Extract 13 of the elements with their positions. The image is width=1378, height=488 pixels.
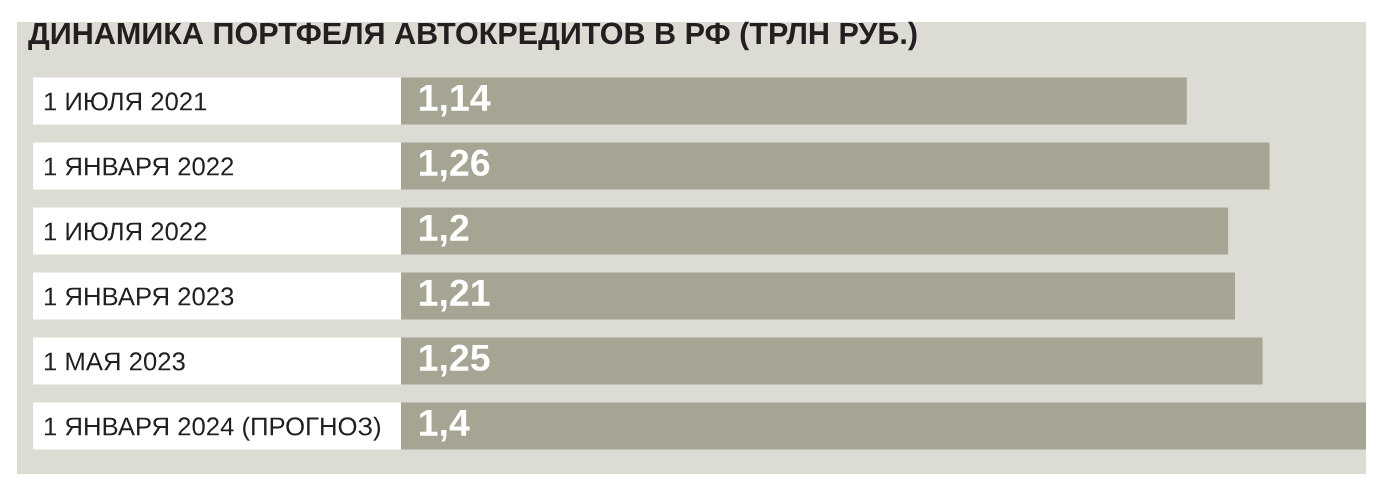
data-label: 1,21: [420, 279, 490, 312]
chart-title: ДИНАМИКА ПОРТФЕЛЯ АВТОКРЕДИТОВ В РФ (ТРЛН РУБ.): [28, 21, 917, 51]
y-tick-label: 1 ИЮЛЯ 2021: [44, 92, 207, 111]
data-label: 1,2: [420, 214, 469, 247]
data-label: 1,4: [420, 409, 470, 442]
data-label: 1,25: [420, 344, 490, 377]
y-tick-label: 1 ЯНВАРЯ 2023: [44, 287, 234, 306]
data-label: 1,26: [420, 149, 490, 182]
y-tick-label: 1 ИЮЛЯ 2022: [44, 222, 207, 241]
data-label: 1,14: [420, 84, 491, 117]
y-tick-label: 1 ЯНВАРЯ 2022: [44, 157, 234, 176]
y-tick-label: 1 ЯНВАРЯ 2024 (ПРОГНОЗ): [44, 416, 381, 441]
y-tick-label: 1 МАЯ 2023: [44, 352, 185, 371]
